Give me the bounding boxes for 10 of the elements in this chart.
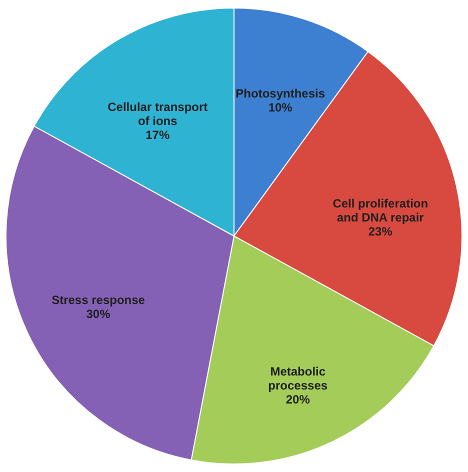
slice-label: Stress response <box>52 292 146 307</box>
data-label: 20% <box>286 392 310 407</box>
data-label: 10% <box>268 100 293 114</box>
data-label: 17% <box>146 128 170 142</box>
data-label: 23% <box>368 224 393 238</box>
slice-label: Photosynthesis <box>236 86 326 100</box>
slice-label: Cell proliferation and DNA repair <box>332 196 428 224</box>
slice-label: Metabolic processes <box>268 364 328 393</box>
slice-label: Cellular transport of ions <box>108 100 208 128</box>
data-label: 30% <box>86 306 111 321</box>
